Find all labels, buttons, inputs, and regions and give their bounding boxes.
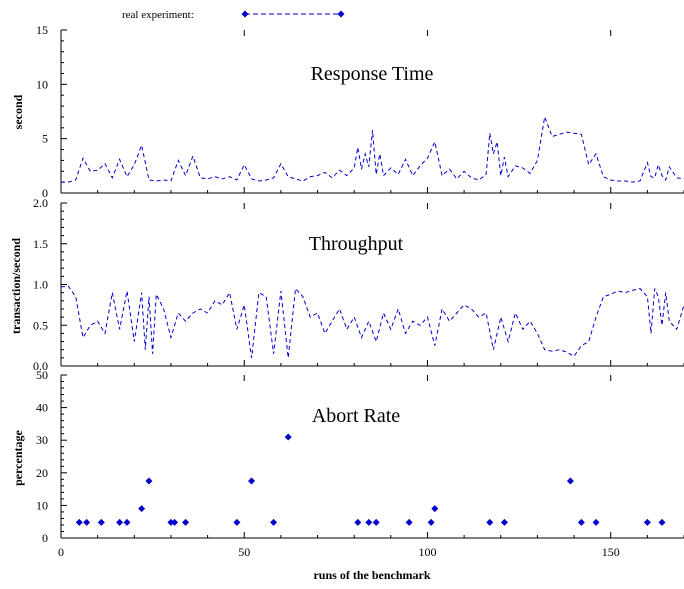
legend-sample-line (241, 10, 345, 18)
data-point (145, 477, 153, 485)
panel-title-abort-rate: Abort Rate (312, 405, 400, 427)
panel-response-time: Response Time second 0 5 10 15 (11, 23, 684, 200)
data-point (83, 518, 91, 526)
y-tick-label: 30 (36, 433, 48, 447)
data-point (431, 505, 439, 513)
panel-title-response-time: Response Time (311, 63, 434, 85)
data-point (643, 518, 651, 526)
y-tick-label: 2.0 (33, 196, 48, 210)
x-tick-label: 100 (418, 545, 436, 559)
series-line-throughput (60, 285, 684, 358)
y-tick-label: 40 (36, 401, 48, 415)
x-axis-label: runs of the benchmark (313, 568, 430, 582)
data-point (233, 518, 241, 526)
panel-throughput: Throughput transaction/second 0.0 0.5 1.0 1… (9, 196, 684, 373)
x-tick-label: 0 (58, 545, 64, 559)
y-tick-label: 0.0 (33, 359, 48, 373)
y-tick-label: 10 (36, 498, 48, 512)
data-point (427, 518, 435, 526)
y-tick-label: 0 (42, 531, 48, 545)
data-point (116, 518, 124, 526)
data-point (592, 518, 600, 526)
x-tick-label: 50 (238, 545, 250, 559)
y-tick-label: 50 (36, 368, 48, 382)
y-tick-label: 5 (42, 132, 48, 146)
data-point (372, 518, 380, 526)
panel-title-throughput: Throughput (309, 233, 404, 255)
data-point (182, 518, 190, 526)
data-point (75, 518, 83, 526)
y-tick-label: 0.5 (33, 318, 48, 332)
data-point (500, 518, 508, 526)
y-tick-label: 15 (36, 23, 48, 37)
y-tick-label: 1.5 (33, 237, 48, 251)
y-tick-label: 10 (36, 77, 48, 91)
y-axis-label-abort-rate: percentage (11, 429, 25, 485)
data-point (138, 505, 146, 513)
legend-marker (337, 10, 345, 18)
data-point (270, 518, 278, 526)
data-point (486, 518, 494, 526)
y-tick-label: 20 (36, 466, 48, 480)
y-tick-label: 0 (42, 186, 48, 200)
panel-abort-rate: Abort Rate percentage 0 10 20 30 40 50 (11, 368, 684, 545)
legend-label: real experiment: (122, 9, 194, 21)
y-axis-label-throughput: transaction/second (9, 238, 23, 334)
series-line-response-time (61, 114, 684, 183)
x-tick-label: 150 (602, 545, 620, 559)
legend-marker (241, 10, 249, 18)
data-point (577, 518, 585, 526)
legend: real experiment: (122, 9, 345, 21)
data-point (248, 477, 256, 485)
data-point (284, 433, 292, 441)
y-axis-label-response-time: second (11, 94, 25, 129)
data-point (167, 518, 175, 526)
data-point (354, 518, 362, 526)
y-tick-label: 1.0 (33, 278, 48, 292)
data-point (97, 518, 105, 526)
data-point (171, 518, 179, 526)
data-point (566, 477, 574, 485)
data-point (405, 518, 413, 526)
data-point (123, 518, 131, 526)
data-point (658, 518, 666, 526)
data-point (365, 518, 373, 526)
